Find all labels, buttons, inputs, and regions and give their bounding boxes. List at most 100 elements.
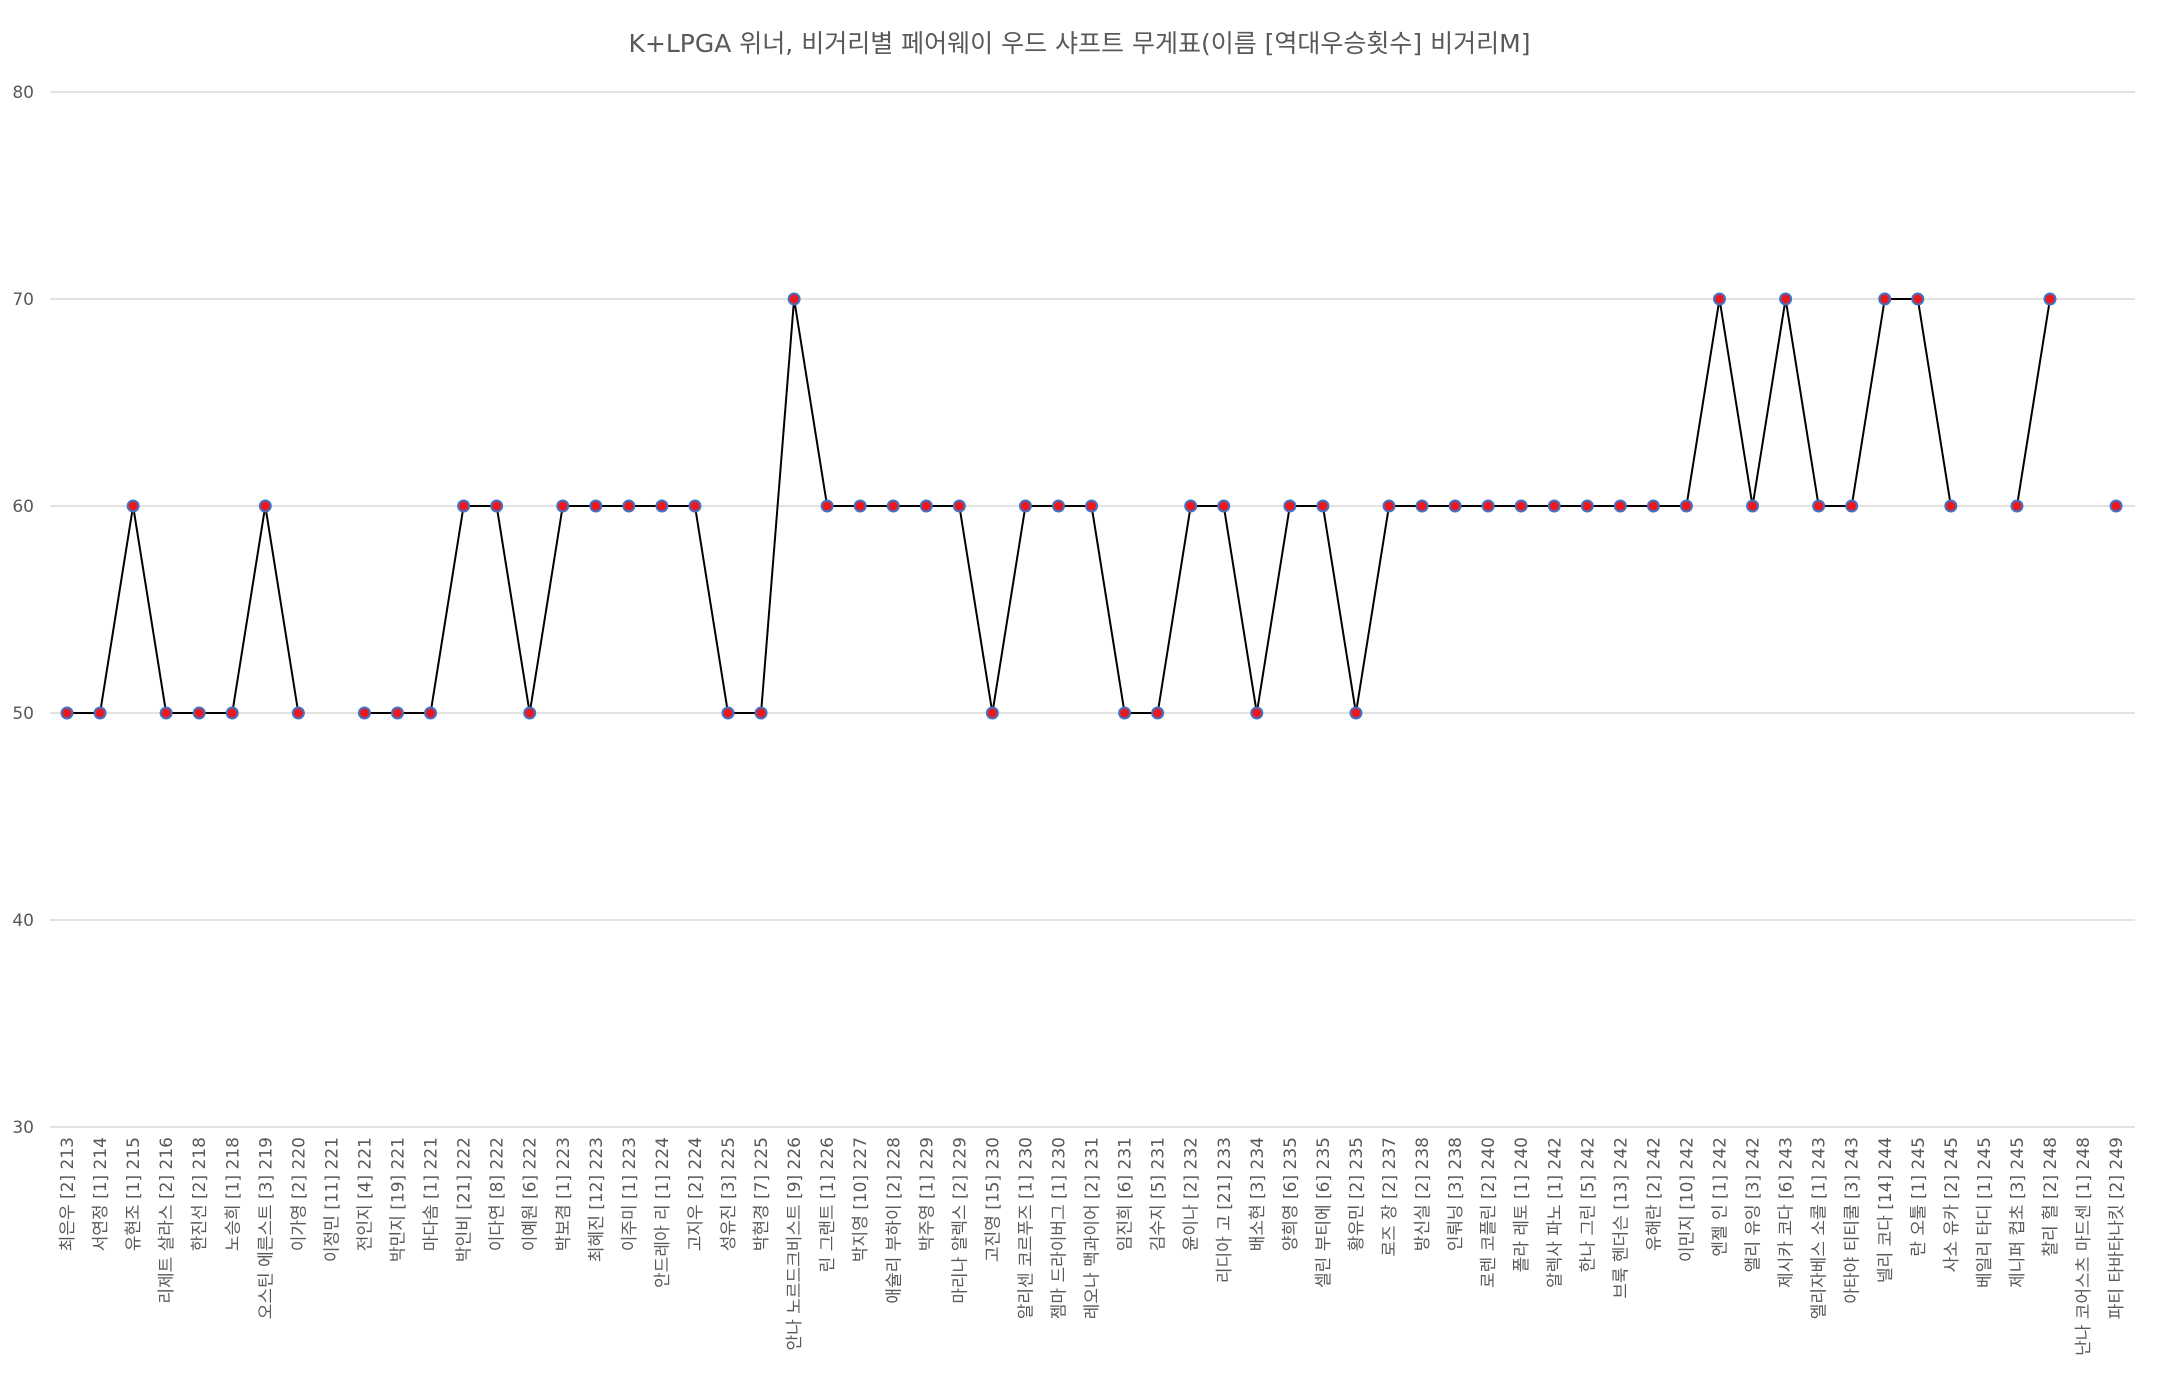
x-tick-label: 알리센 코르푸즈 [1] 230 xyxy=(1016,1137,1036,1319)
data-point xyxy=(159,706,173,720)
x-tick-label: 엘리자베스 소콜 [1] 243 xyxy=(1810,1137,1830,1319)
data-point xyxy=(886,499,900,513)
x-tick-label: 아타야 티티쿨 [3] 243 xyxy=(1843,1137,1863,1304)
x-tick-label: 오스틴 에른스트 [3] 219 xyxy=(256,1137,276,1319)
data-point xyxy=(258,499,272,513)
x-tick-label: 김수지 [5] 231 xyxy=(1149,1137,1169,1251)
data-point xyxy=(60,706,74,720)
data-point xyxy=(754,706,768,720)
data-point xyxy=(1679,499,1693,513)
x-tick-label: 고지우 [2] 224 xyxy=(686,1137,706,1251)
series-line-segment xyxy=(67,505,300,714)
data-point xyxy=(1580,499,1594,513)
data-point xyxy=(192,706,206,720)
x-tick-label: 최혜진 [12] 223 xyxy=(587,1137,607,1262)
x-tick-label: 리제트 살라스 [2] 216 xyxy=(157,1137,177,1304)
x-tick-label: 배소현 [3] 234 xyxy=(1248,1137,1268,1251)
y-tick-label: 30 xyxy=(12,1118,34,1138)
x-tick-label: 유해란 [2] 242 xyxy=(1644,1137,1664,1251)
data-point xyxy=(126,499,140,513)
x-tick-label: 애슐리 부하이 [2] 228 xyxy=(884,1137,904,1304)
x-tick-label: 서연정 [1] 214 xyxy=(91,1137,111,1251)
data-point xyxy=(1713,292,1726,306)
x-tick-label: 린 그랜트 [1] 226 xyxy=(818,1137,838,1272)
data-point xyxy=(1845,499,1859,513)
y-axis-ticks: 30 40 50 60 70 80 xyxy=(12,83,34,1138)
data-point xyxy=(1283,499,1297,513)
x-tick-label: 박주영 [1] 229 xyxy=(917,1137,937,1251)
data-point xyxy=(1052,499,1065,513)
data-point xyxy=(1812,499,1826,513)
x-tick-label: 알렉사 파노 [1] 242 xyxy=(1545,1137,1565,1288)
data-point xyxy=(655,499,669,513)
x-tick-label: 찰리 헐 [2] 248 xyxy=(2041,1137,2061,1257)
data-point xyxy=(952,499,966,513)
x-tick-label: 안나 노르드크비스트 [9] 226 xyxy=(785,1137,805,1351)
x-tick-label: 베일리 타디 [1] 245 xyxy=(1975,1137,1995,1288)
x-tick-label: 젬마 드라이버그 [1] 230 xyxy=(1050,1137,1070,1319)
data-point xyxy=(622,499,636,513)
x-tick-label: 인뤄닝 [3] 238 xyxy=(1446,1137,1466,1251)
data-point xyxy=(1514,499,1528,513)
x-tick-label: 박보겸 [1] 223 xyxy=(554,1137,574,1251)
data-point xyxy=(1613,499,1627,513)
x-tick-label: 이주미 [1] 223 xyxy=(620,1137,640,1251)
data-point xyxy=(1316,499,1330,513)
x-tick-label: 폴라 레토 [1] 240 xyxy=(1512,1137,1532,1272)
x-tick-label: 전인지 [4] 221 xyxy=(355,1137,375,1251)
data-point xyxy=(1349,706,1363,720)
x-tick-label: 한진선 [2] 218 xyxy=(190,1137,210,1251)
data-point xyxy=(721,706,735,720)
series-line-segment xyxy=(2015,298,2051,507)
y-tick-label: 50 xyxy=(12,704,34,724)
x-tick-label: 로즈 장 [2] 237 xyxy=(1380,1137,1400,1257)
y-tick-label: 70 xyxy=(12,290,34,310)
x-tick-label: 이민지 [10] 242 xyxy=(1677,1137,1697,1262)
x-tick-label: 리디아 고 [21] 233 xyxy=(1215,1137,1235,1283)
data-point xyxy=(291,706,305,720)
x-axis-ticks: 최은우 [2] 213 서연정 [1] 214 유현조 [1] 215 리제트 살라스… xyxy=(58,1137,2127,1356)
x-tick-label: 넬리 코다 [14] 244 xyxy=(1876,1137,1896,1283)
series-points xyxy=(60,292,2123,720)
data-point xyxy=(1646,499,1660,513)
x-tick-label: 고진영 [15] 230 xyxy=(983,1137,1003,1262)
x-tick-label: 제니퍼 컵초 [3] 245 xyxy=(2008,1137,2028,1288)
x-tick-label: 안드레아 리 [1] 224 xyxy=(653,1137,673,1288)
x-tick-label: 방신실 [2] 238 xyxy=(1413,1137,1433,1251)
x-tick-label: 엔젤 인 [1] 242 xyxy=(1711,1137,1731,1257)
data-point xyxy=(1250,706,1264,720)
data-point xyxy=(1184,499,1198,513)
data-point xyxy=(523,706,537,720)
data-point xyxy=(1085,499,1099,513)
x-tick-label: 박민지 [19] 221 xyxy=(389,1137,409,1262)
data-point xyxy=(457,499,471,513)
x-tick-label: 앨리 유잉 [3] 242 xyxy=(1744,1137,1764,1272)
x-tick-label: 한나 그린 [5] 242 xyxy=(1578,1137,1598,1272)
data-point xyxy=(1448,499,1462,513)
x-tick-label: 윤이나 [2] 232 xyxy=(1182,1137,1202,1251)
x-tick-label: 사소 유카 [2] 245 xyxy=(1942,1137,1962,1272)
data-point xyxy=(391,706,404,720)
x-tick-label: 양희영 [6] 235 xyxy=(1281,1137,1301,1251)
x-tick-label: 황유민 [2] 235 xyxy=(1347,1137,1367,1251)
x-tick-label: 마리나 알렉스 [2] 229 xyxy=(950,1137,970,1304)
x-tick-label: 이예원 [6] 222 xyxy=(521,1137,541,1251)
x-tick-label: 박인비 [21] 222 xyxy=(455,1137,475,1262)
x-tick-label: 셀린 부티에 [6] 235 xyxy=(1314,1137,1334,1288)
data-point xyxy=(820,499,834,513)
x-tick-label: 노승희 [1] 218 xyxy=(223,1137,243,1251)
data-point xyxy=(1481,499,1495,513)
data-point xyxy=(1911,292,1925,306)
data-point xyxy=(556,499,570,513)
data-point xyxy=(1547,499,1561,513)
x-tick-label: 파티 타바타나킷 [2] 249 xyxy=(2107,1137,2127,1319)
data-point xyxy=(225,706,239,720)
x-tick-label: 성유진 [3] 225 xyxy=(719,1137,739,1251)
data-point xyxy=(1118,706,1132,720)
data-point xyxy=(1944,499,1958,513)
x-tick-label: 제시카 코다 [6] 243 xyxy=(1777,1137,1797,1288)
data-point xyxy=(919,499,933,513)
data-point xyxy=(2109,499,2123,513)
data-point xyxy=(1746,499,1760,513)
